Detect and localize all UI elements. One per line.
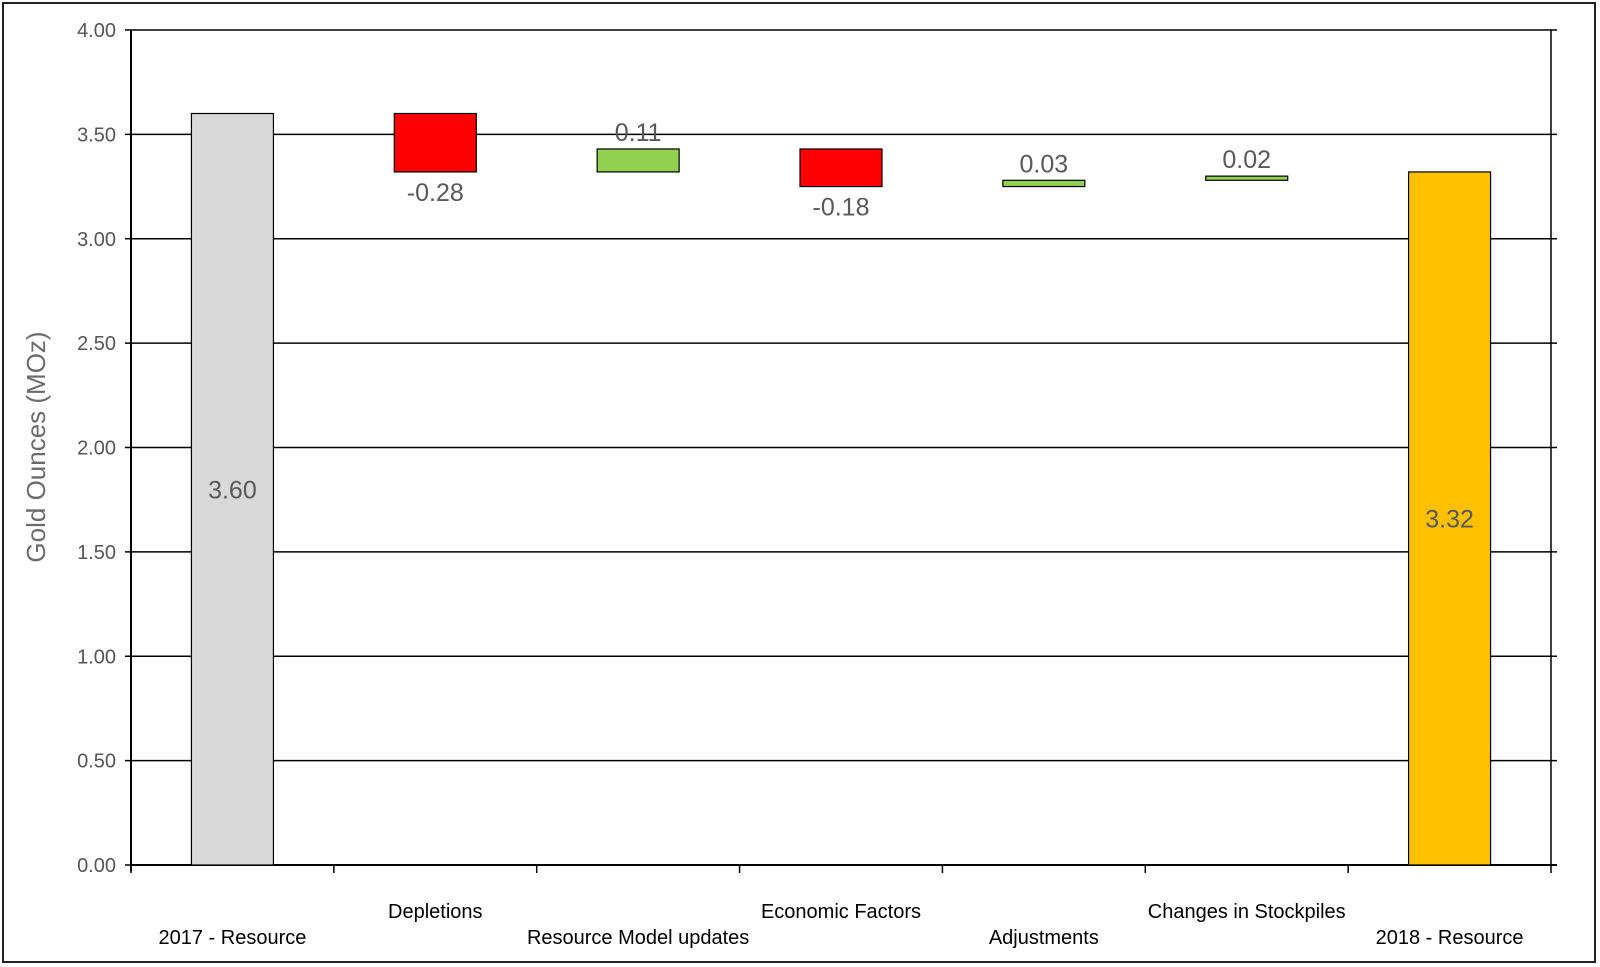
bar-increase	[596, 148, 680, 173]
bar-decrease	[799, 148, 883, 188]
y-tick-label: 3.50	[77, 124, 116, 146]
y-tick-label: 2.00	[77, 438, 116, 460]
data-label: 3.32	[1425, 505, 1474, 533]
y-tick-label: 2.50	[77, 333, 116, 355]
data-label: 3.60	[208, 476, 257, 504]
bar-increase	[1205, 175, 1289, 181]
y-tick-label: 1.00	[77, 646, 116, 668]
y-tick-label: 4.00	[77, 20, 116, 42]
y-tick-label: 0.50	[77, 751, 116, 773]
x-category-label: Depletions	[388, 901, 483, 923]
bar-increase	[1002, 179, 1086, 188]
y-tick-label: 1.50	[77, 542, 116, 564]
x-category-label: Adjustments	[989, 927, 1099, 949]
bar-decrease	[393, 112, 477, 173]
data-label: 0.03	[1020, 150, 1069, 178]
data-labels: 3.60 -0.28 0.11 -0.18 0.03 0.02 3.32	[208, 119, 1474, 533]
data-label: 0.11	[615, 119, 662, 147]
y-axis-title: Gold Ounces (MOz)	[21, 331, 51, 562]
bars	[190, 112, 1492, 866]
x-category-label: Economic Factors	[761, 901, 921, 923]
x-category-label: 2017 - Resource	[158, 927, 306, 949]
x-category-label: Resource Model updates	[527, 927, 749, 949]
bar-total	[1407, 171, 1492, 866]
y-tick-label: 0.00	[77, 855, 116, 877]
axes: 0.00 0.50 1.00 1.50 2.00 2.50 3.00 3.50 4.00 2017…	[77, 20, 1552, 949]
data-label: -0.28	[407, 179, 464, 207]
data-label: 0.02	[1222, 146, 1271, 174]
data-label: -0.18	[813, 194, 870, 222]
x-category-label: 2018 - Resource	[1376, 927, 1524, 949]
gridlines	[131, 29, 1557, 866]
y-tick-label: 3.00	[77, 229, 116, 251]
bar-total	[190, 112, 275, 866]
x-category-label: Changes in Stockpiles	[1148, 901, 1346, 923]
